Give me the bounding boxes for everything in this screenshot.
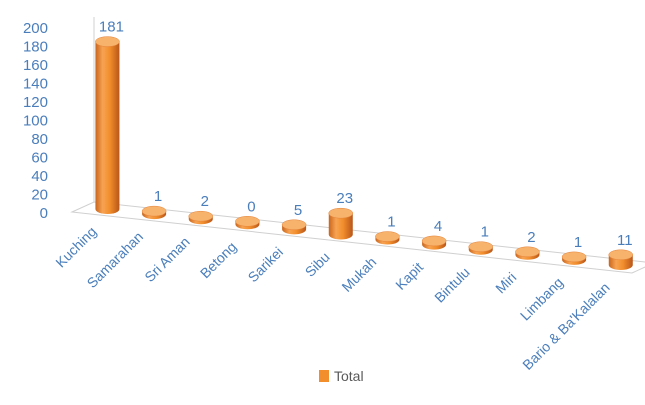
y-tick-label: 60 — [31, 150, 48, 167]
bar-top — [328, 207, 354, 219]
x-tick-label: Sri Aman — [141, 234, 192, 285]
data-label: 1 — [387, 214, 395, 231]
bar-top — [235, 216, 260, 227]
chart-axes — [70, 17, 645, 274]
bar-top — [608, 249, 634, 261]
chart-legend: Total — [319, 368, 364, 384]
bar-1 — [141, 205, 167, 220]
data-label: 11 — [617, 232, 633, 249]
bar-top — [421, 235, 447, 247]
bar-4 — [281, 219, 307, 235]
data-label: 181 — [99, 19, 124, 36]
data-label: 1 — [481, 224, 489, 241]
bar-top — [141, 205, 167, 217]
x-tick-label: Sibu — [302, 249, 333, 280]
data-label: 4 — [434, 218, 442, 235]
data-label: 23 — [336, 190, 353, 207]
data-label: 1 — [574, 234, 582, 251]
y-tick-label: 0 — [40, 205, 48, 222]
bar-series-total — [95, 36, 634, 270]
data-label: 2 — [527, 229, 535, 246]
y-tick-label: 140 — [23, 76, 48, 93]
x-tick-label: Bario & Ba'Kalalan — [519, 279, 613, 373]
y-tick-label: 180 — [23, 39, 48, 56]
bar-body — [95, 41, 120, 215]
data-label: 1 — [154, 188, 162, 205]
data-label: 5 — [294, 202, 302, 219]
bar-9 — [515, 246, 540, 260]
bar-10 — [561, 251, 587, 265]
legend-swatch-total — [319, 370, 329, 382]
bar-top — [561, 251, 587, 263]
bar-top — [281, 219, 307, 230]
y-tick-label: 20 — [31, 187, 48, 204]
y-tick-label: 200 — [23, 20, 48, 37]
bar-body — [328, 213, 353, 240]
y-tick-label: 100 — [23, 113, 48, 130]
x-tick-label: Bintulu — [431, 264, 473, 306]
bar-7 — [421, 235, 447, 250]
bar-6 — [375, 231, 400, 245]
x-tick-label: Betong — [197, 239, 240, 282]
x-tick-label: Miri — [492, 269, 519, 296]
y-tick-label: 40 — [31, 168, 48, 185]
bar-top — [375, 231, 400, 242]
chart-floor — [70, 201, 645, 274]
bar-8 — [468, 241, 494, 255]
bar-5 — [328, 207, 354, 240]
x-tick-label: Sarikei — [245, 244, 287, 286]
x-tick-label: Limbang — [517, 274, 566, 323]
bar-top — [515, 246, 540, 258]
legend-label-total: Total — [334, 368, 364, 384]
bar-11 — [608, 249, 634, 270]
data-label: 0 — [247, 198, 255, 215]
x-tick-label: Kapit — [392, 259, 426, 293]
data-label: 2 — [201, 193, 209, 210]
bar-top — [95, 36, 120, 47]
x-tick-label: Kuching — [52, 223, 99, 270]
bar-0 — [95, 36, 120, 215]
bar-2 — [188, 210, 214, 225]
y-tick-label: 120 — [23, 94, 48, 111]
bar-3 — [235, 216, 260, 230]
bar-top — [468, 241, 494, 252]
y-tick-label: 80 — [31, 131, 48, 148]
bar-top — [188, 210, 214, 222]
y-tick-label: 160 — [23, 57, 48, 74]
x-tick-label: Mukah — [338, 254, 379, 295]
